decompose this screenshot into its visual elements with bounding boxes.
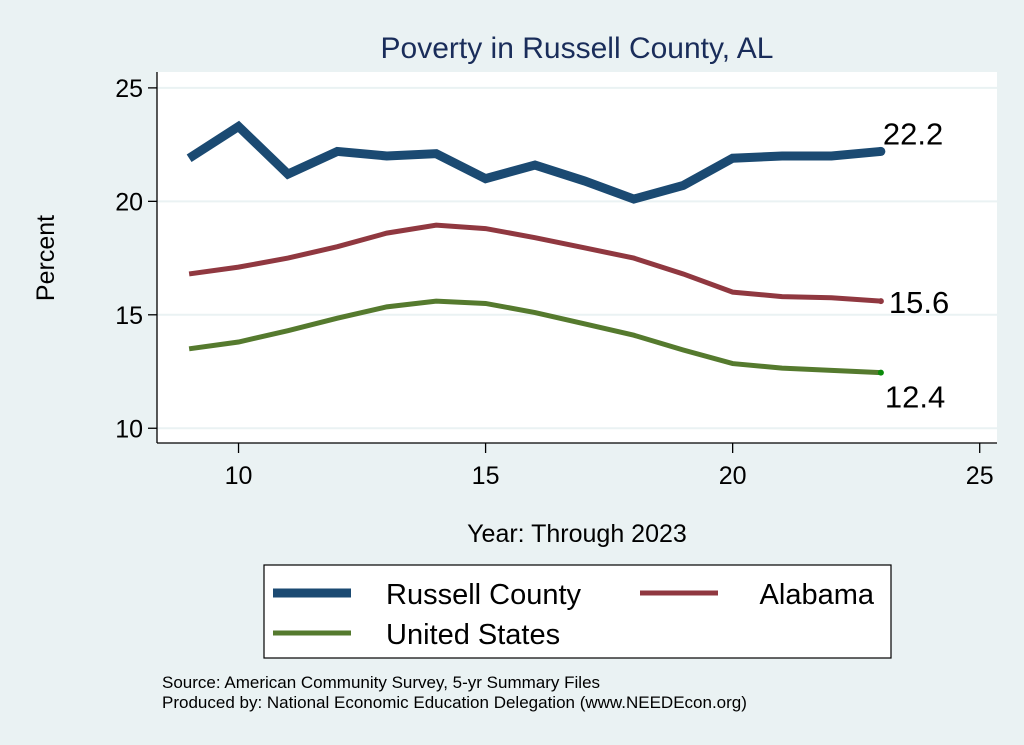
gridlines <box>157 86 997 430</box>
series-line-russell-county <box>186 120 882 204</box>
end-marker-russell-county <box>876 146 886 156</box>
series-line-alabama <box>188 222 882 304</box>
producer-note: Produced by: National Economic Education… <box>162 693 747 712</box>
source-note: Source: American Community Survey, 5-yr … <box>162 673 600 692</box>
x-tick-label: 25 <box>966 462 994 490</box>
x-ticks: 10 15 20 25 <box>225 462 994 490</box>
chart-title: Poverty in Russell County, AL <box>381 32 774 65</box>
end-label-alabama: 15.6 <box>889 285 949 320</box>
end-label-united-states: 12.4 <box>885 380 945 415</box>
y-tick-label: 10 <box>115 415 143 443</box>
end-marker-united-states <box>877 369 884 376</box>
legend-label-united-states: United States <box>386 619 560 651</box>
legend: Russell County Alabama United States <box>263 564 892 659</box>
y-tick-label: 25 <box>115 75 143 103</box>
y-axis-title: Percent <box>32 215 60 301</box>
legend-box <box>263 564 892 659</box>
x-tick-label: 15 <box>472 462 500 490</box>
legend-label-alabama: Alabama <box>760 579 875 611</box>
x-tick-label: 20 <box>719 462 747 490</box>
legend-label-russell-county: Russell County <box>386 579 582 611</box>
y-tick-label: 15 <box>115 302 143 330</box>
series-line-united-states <box>188 298 881 376</box>
x-tick-label: 10 <box>225 462 253 490</box>
x-axis-title: Year: Through 2023 <box>467 520 687 548</box>
y-ticks: 10 15 20 25 <box>115 75 143 443</box>
end-label-russell-county: 22.2 <box>883 116 943 151</box>
end-marker-alabama <box>877 298 884 305</box>
axes <box>156 72 997 444</box>
tick-marks <box>148 87 981 453</box>
y-tick-label: 20 <box>115 188 143 216</box>
series-lines <box>186 120 886 376</box>
end-labels: 22.2 15.6 12.4 <box>883 116 949 414</box>
